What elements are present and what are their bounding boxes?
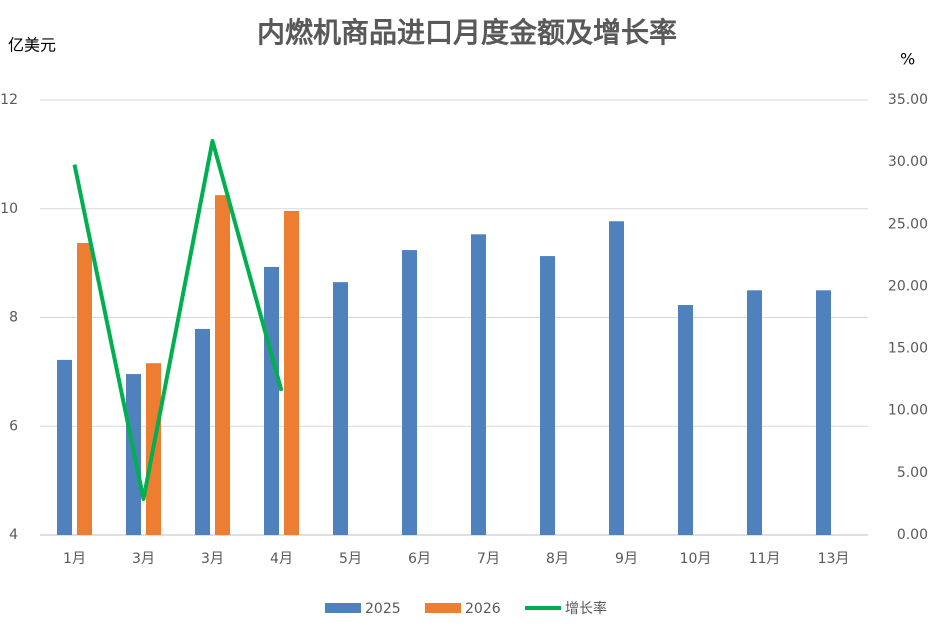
bar — [816, 290, 831, 535]
legend-swatch — [325, 603, 361, 613]
line — [72, 139, 284, 501]
y2-tick-label: 10.00 — [888, 403, 928, 419]
x-tick-label: 3月 — [132, 551, 155, 567]
x-tick-label: 1月 — [63, 551, 86, 567]
x-tick-label: 8月 — [546, 551, 569, 567]
y2-tick-label: 20.00 — [888, 278, 928, 294]
x-tick-label: 3月 — [201, 551, 224, 567]
y-tick-label: 4 — [9, 527, 18, 543]
bar — [471, 234, 486, 535]
bar — [215, 195, 230, 535]
bar — [77, 243, 92, 535]
bar — [57, 359, 72, 535]
y-axis-label: 亿美元 — [8, 36, 56, 55]
bar — [264, 266, 279, 535]
x-tick-label: 5月 — [339, 551, 362, 567]
bar — [402, 250, 417, 535]
bar — [195, 328, 210, 535]
bar — [678, 304, 693, 535]
y2-tick-label: 30.00 — [888, 154, 928, 170]
x-tick-label: 13月 — [818, 551, 850, 567]
bar — [540, 256, 555, 535]
legend-swatch — [425, 603, 461, 613]
bar — [284, 210, 299, 536]
legend-label: 2025 — [365, 601, 401, 617]
x-tick-label: 6月 — [408, 551, 431, 567]
y2-tick-label: 35.00 — [888, 92, 928, 108]
y2-tick-label: 5.00 — [897, 465, 928, 481]
bar — [609, 221, 624, 535]
y2-tick-label: 25.00 — [888, 216, 928, 232]
y-tick-label: 6 — [9, 418, 18, 434]
y-tick-label: 8 — [9, 310, 18, 326]
bar — [747, 290, 762, 535]
x-tick-label: 10月 — [680, 551, 712, 567]
y-tick-label: 12 — [0, 92, 18, 108]
x-tick-label: 4月 — [270, 551, 293, 567]
y-tick-label: 10 — [0, 201, 18, 217]
legend-label: 2026 — [465, 601, 501, 617]
legend-label: 增长率 — [565, 600, 607, 617]
bar — [333, 282, 348, 535]
x-tick-label: 7月 — [477, 551, 500, 567]
y2-tick-label: 0.00 — [897, 527, 928, 543]
chart-title: 内燃机商品进口月度金额及增长率 — [257, 16, 677, 49]
y2-axis-label: % — [900, 50, 915, 69]
x-tick-label: 11月 — [749, 551, 781, 567]
y2-tick-label: 15.00 — [888, 341, 928, 357]
x-tick-label: 9月 — [615, 551, 638, 567]
